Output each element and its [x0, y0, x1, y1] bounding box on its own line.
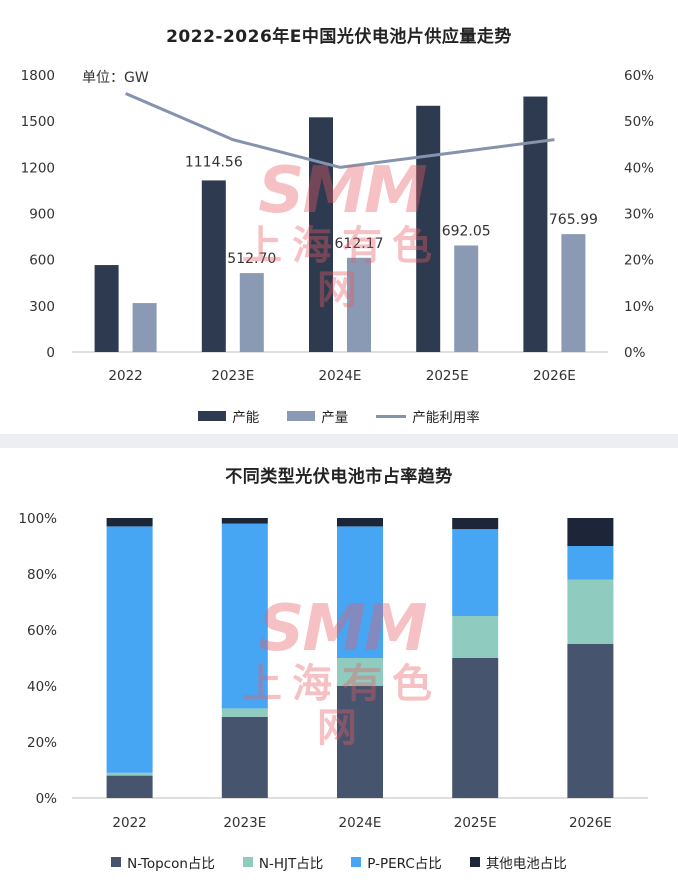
y-tick-label: 60%: [27, 623, 57, 639]
x-tick-label: 2025E: [454, 815, 497, 831]
legend-swatch-utilization: [376, 414, 407, 418]
data-label-output: 612.17: [335, 236, 384, 252]
bar-output: [561, 234, 586, 352]
bar-segment-perc: [452, 529, 499, 616]
x-tick-label: 2025E: [426, 368, 469, 384]
bar-segment-perc: [106, 526, 153, 773]
legend-swatch-capacity: [198, 411, 227, 421]
legend-item-other: 其他电池占比: [469, 852, 567, 872]
legend-label-output: 产量: [321, 410, 349, 426]
y2-tick-label: 0%: [624, 345, 646, 361]
bar-segment-hjt: [221, 708, 268, 717]
legend-item-capacity: 产能: [198, 406, 259, 426]
bar-output: [239, 273, 264, 352]
bar-segment-other: [221, 518, 268, 524]
y-tick-label: 100%: [18, 511, 57, 527]
bar-segment-perc: [337, 526, 383, 658]
unit-label: 单位：GW: [82, 70, 149, 86]
data-label-output: 765.99: [549, 212, 598, 228]
y2-tick-label: 10%: [624, 299, 654, 315]
data-label-output: 692.05: [442, 224, 491, 240]
bar-segment-other: [567, 518, 614, 546]
y-tick-label: 1800: [21, 68, 55, 84]
bar-segment-perc: [567, 546, 614, 580]
legend-label-hjt: N-HJT占比: [258, 856, 324, 872]
legend-item-topcon: N-Topcon占比: [111, 852, 215, 872]
bar-segment-perc: [221, 523, 268, 709]
y2-tick-label: 50%: [624, 114, 654, 130]
bar-segment-hjt: [106, 772, 153, 776]
bar-segment-hjt: [567, 579, 614, 644]
y-tick-label: 600: [29, 253, 55, 269]
bar-segment-topcon: [567, 644, 614, 798]
x-tick-label: 2024E: [319, 368, 362, 384]
legend-label-utilization: 产能利用率: [412, 410, 480, 426]
bar-segment-other: [337, 518, 383, 527]
y-tick-label: 900: [29, 207, 55, 223]
y-tick-label: 1200: [21, 160, 55, 176]
legend-swatch-topcon: [111, 857, 122, 867]
bar-segment-hjt: [337, 658, 383, 686]
x-tick-label: 2026E: [533, 368, 576, 384]
legend-label-topcon: N-Topcon占比: [127, 856, 215, 872]
legend-item-perc: P-PERC占比: [351, 852, 442, 872]
x-tick-label: 2024E: [339, 815, 382, 831]
data-label-capacity: 1114.56: [185, 154, 243, 170]
legend-item-output: 产量: [287, 406, 348, 426]
supply-chart-title: 2022-2026年E中国光伏电池片供应量走势: [166, 27, 512, 47]
bar-capacity: [201, 180, 226, 352]
y-tick-label: 20%: [27, 735, 57, 751]
legend-swatch-hjt: [242, 857, 253, 867]
bar-segment-topcon: [221, 716, 268, 798]
supply-chart-legend: 产能 产量 产能利用率: [0, 406, 678, 426]
legend-label-capacity: 产能: [232, 410, 260, 426]
bar-capacity: [309, 117, 333, 352]
bar-capacity: [94, 265, 119, 352]
supply-chart-panel: 2022-2026年E中国光伏电池片供应量走势 0 300 600 900 1200 15…: [0, 0, 678, 434]
x-tick-label: 2023E: [211, 368, 254, 384]
x-tick-label: 2023E: [223, 815, 266, 831]
legend-label-other: 其他电池占比: [485, 856, 567, 872]
bar-segment-other: [452, 518, 499, 530]
x-tick-label: 2022: [108, 368, 142, 384]
bar-segment-other: [106, 518, 153, 527]
legend-item-hjt: N-HJT占比: [242, 852, 324, 872]
y-tick-label: 40%: [27, 679, 57, 695]
x-tick-label: 2026E: [569, 815, 612, 831]
data-label-output: 512.70: [227, 251, 276, 267]
y-tick-label: 80%: [27, 567, 57, 583]
bar-output: [347, 257, 371, 352]
legend-swatch-other: [469, 857, 480, 867]
y-tick-label: 0: [46, 345, 55, 361]
bar-segment-hjt: [452, 616, 499, 658]
legend-swatch-perc: [351, 857, 362, 867]
supply-chart-plot: 0 300 600 900 1200 1500 1800 0% 10% 20% 30% 40% 50% 6…: [21, 68, 655, 384]
y2-tick-label: 60%: [624, 68, 654, 84]
y-tick-label: 1500: [21, 114, 55, 130]
bar-segment-topcon: [337, 686, 383, 798]
bar-segment-topcon: [106, 775, 153, 798]
bar-capacity: [416, 105, 441, 353]
y-tick-label: 300: [29, 299, 55, 315]
bar-output: [132, 303, 157, 352]
x-tick-label: 2022: [112, 815, 146, 831]
legend-label-perc: P-PERC占比: [367, 856, 442, 872]
legend-swatch-output: [287, 411, 316, 421]
y2-tick-label: 30%: [624, 207, 654, 223]
y-tick-label: 0%: [36, 791, 58, 807]
y2-tick-label: 40%: [624, 160, 654, 176]
line-utilization: [125, 92, 555, 169]
share-chart-legend: N-Topcon占比 N-HJT占比 P-PERC占比 其他电池占比: [0, 852, 678, 872]
bar-segment-topcon: [452, 658, 499, 798]
y2-tick-label: 20%: [624, 253, 654, 269]
bar-output: [454, 245, 479, 352]
share-chart-panel: 不同类型光伏电池市占率趋势 0% 20% 40% 60% 80% 100% 2022 2023…: [0, 448, 678, 885]
share-chart-title: 不同类型光伏电池市占率趋势: [225, 467, 453, 487]
bar-capacity: [523, 96, 548, 353]
legend-item-utilization: 产能利用率: [376, 406, 480, 426]
share-chart-plot: 0% 20% 40% 60% 80% 100% 2022 2023E 2024E 2025E 202…: [18, 511, 648, 831]
